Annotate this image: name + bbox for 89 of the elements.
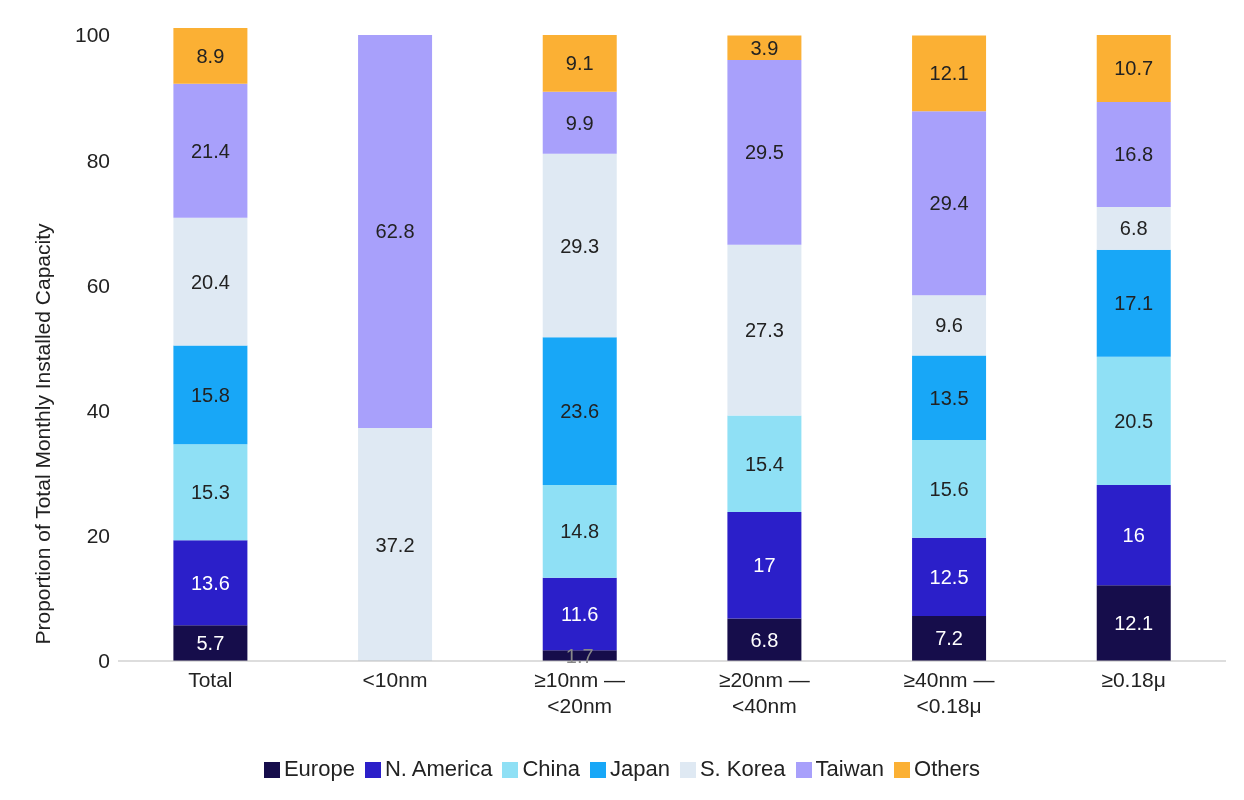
bar: [173, 217, 248, 346]
legend-label: S. Korea: [699, 756, 786, 781]
bar: [727, 511, 802, 619]
data-label: 12.1: [1114, 612, 1154, 635]
y-axis-title: Proportion of Total Monthly Installed Capacity: [31, 223, 55, 645]
data-label: 15.6: [929, 477, 969, 500]
data-label: 9.6: [935, 314, 963, 337]
data-label: 12.5: [929, 565, 969, 588]
bar: [1096, 356, 1171, 486]
bar: [727, 618, 802, 661]
data-label: 17: [753, 554, 776, 577]
bar: [173, 28, 248, 84]
bar: [173, 83, 248, 218]
bar: [542, 153, 617, 338]
data-label: 20.4: [190, 270, 230, 293]
bar: [912, 111, 987, 296]
data-label: 3.9: [750, 36, 779, 59]
data-label: 16.8: [1114, 143, 1154, 166]
data-label: 10.7: [1114, 57, 1154, 80]
bar: [912, 439, 987, 538]
bar: [173, 540, 248, 626]
bar: [1096, 585, 1171, 661]
data-label: 14.8: [560, 520, 600, 543]
data-label: 15.4: [744, 452, 784, 475]
bar: [173, 444, 248, 541]
data-label: 29.3: [560, 234, 600, 257]
bar: [542, 485, 617, 578]
legend-label: China: [522, 756, 580, 781]
bar: [912, 355, 987, 440]
bar: [1096, 485, 1171, 586]
y-tick-label: 100: [74, 23, 110, 47]
data-label: 37.2: [375, 533, 415, 556]
data-label: 6.8: [750, 628, 779, 651]
bar: [1096, 207, 1171, 250]
y-tick-label: 40: [86, 399, 110, 423]
data-label: 13.6: [190, 571, 230, 594]
data-label: 16: [1122, 524, 1145, 547]
bar: [912, 537, 987, 616]
data-label: 23.6: [560, 400, 600, 423]
y-tick-label: 0: [98, 649, 110, 673]
x-tick-label: <10nm: [362, 668, 428, 691]
bar: [727, 244, 802, 416]
data-label: 13.5: [929, 386, 969, 409]
x-tick-label: Total: [188, 668, 233, 691]
legend-label: N. America: [384, 756, 493, 781]
data-label: 5.7: [196, 632, 225, 655]
data-label: 27.3: [744, 319, 784, 342]
data-label: 29.4: [929, 192, 969, 215]
bar: [727, 59, 802, 245]
y-tick-label: 80: [86, 148, 110, 172]
bar: [542, 577, 617, 651]
bar: [912, 295, 987, 356]
data-label: 6.8: [1119, 217, 1148, 240]
x-tick-label: ≥10nm — <20nm: [534, 668, 626, 717]
data-label: 29.5: [744, 141, 784, 164]
data-label: 9.9: [565, 111, 594, 134]
data-label: 8.9: [196, 44, 225, 67]
bar: [1096, 249, 1171, 357]
legend-label: Europe: [283, 756, 355, 781]
data-label: 15.3: [190, 481, 230, 504]
data-label: 62.8: [375, 220, 415, 243]
data-label: 20.5: [1114, 409, 1154, 432]
bar: [542, 34, 617, 92]
bar: [912, 35, 987, 112]
bar: [173, 345, 248, 445]
bar: [173, 625, 248, 661]
data-label: 12.1: [929, 62, 969, 85]
data-label: 15.8: [190, 383, 230, 406]
bar: [912, 615, 987, 661]
y-tick-label: 20: [86, 524, 110, 548]
data-label: 21.4: [190, 139, 230, 162]
data-label: 7.2: [935, 627, 963, 650]
legend-label: Japan: [609, 756, 670, 781]
bar: [1096, 101, 1171, 208]
data-label: 9.1: [565, 52, 594, 75]
y-tick-label: 60: [86, 273, 110, 297]
bar: [727, 415, 802, 512]
bar: [358, 428, 433, 661]
data-label: 17.1: [1114, 292, 1154, 315]
data-label: 11.6: [561, 603, 599, 626]
bar: [358, 34, 433, 429]
legend-label: Others: [914, 756, 981, 781]
legend-label: Taiwan: [815, 756, 885, 781]
x-tick-label: ≥0.18μ: [1101, 668, 1166, 691]
bar: [542, 91, 617, 154]
x-tick-label: ≥40nm — <0.18μ: [903, 668, 995, 717]
bar: [1096, 34, 1171, 102]
x-tick-label: ≥20nm — <40nm: [718, 668, 810, 717]
bar: [542, 337, 617, 486]
